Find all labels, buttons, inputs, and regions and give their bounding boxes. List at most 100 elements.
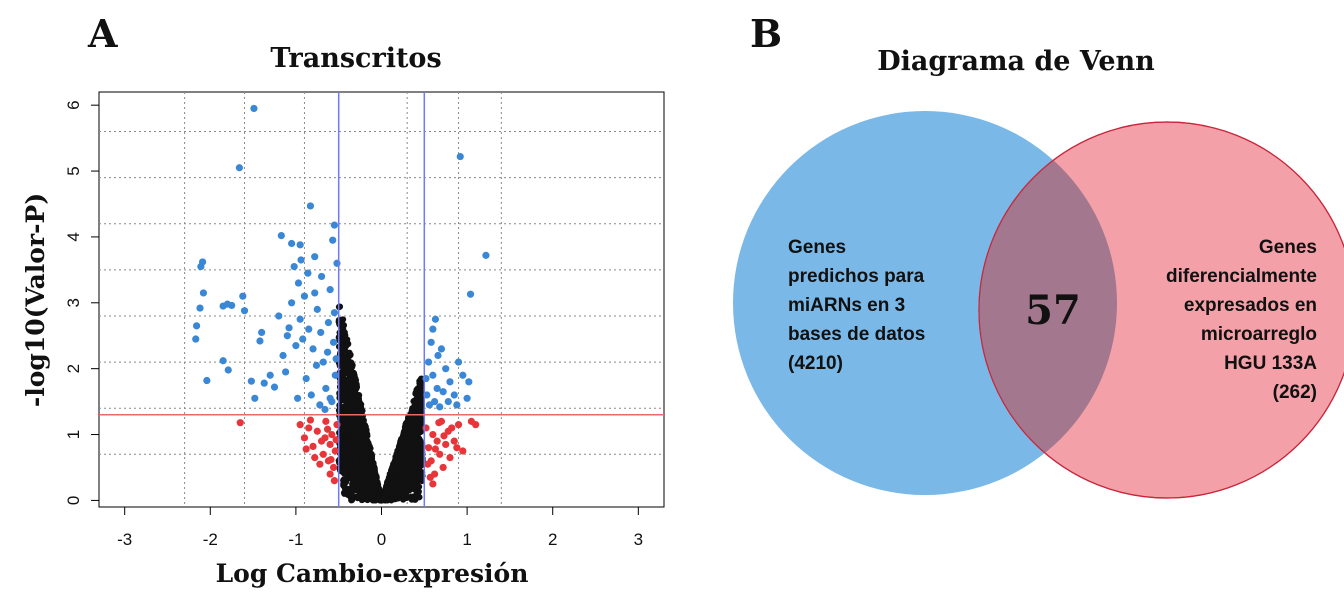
data-point-significant <box>288 239 296 248</box>
data-point-significant <box>296 315 304 323</box>
data-point-fold-only <box>329 463 338 472</box>
data-point-significant <box>302 374 310 383</box>
right-label-line: Genes <box>1259 237 1317 258</box>
data-point-significant <box>433 384 441 393</box>
y-tick-label: 5 <box>64 166 83 175</box>
data-point-nonsignificant <box>400 442 407 449</box>
data-point-nonsignificant <box>341 437 349 444</box>
left-label-line: miARNs en 3 <box>788 295 905 316</box>
data-point-nonsignificant <box>398 451 406 458</box>
data-point-significant <box>283 332 291 340</box>
data-point-significant <box>456 152 464 161</box>
data-point-fold-only <box>326 440 334 449</box>
venn-title: Diagrama de Venn <box>877 46 1155 77</box>
data-point-fold-only <box>429 480 437 488</box>
data-point-significant <box>425 401 434 409</box>
data-point-fold-only <box>306 416 315 424</box>
data-point-fold-only <box>422 424 430 432</box>
data-point-fold-only <box>313 427 321 435</box>
data-point-significant <box>277 232 285 240</box>
x-tick-label: 1 <box>462 530 471 549</box>
data-point-significant <box>192 335 200 343</box>
data-point-nonsignificant <box>339 392 346 399</box>
data-point-significant <box>192 322 201 330</box>
data-point-significant <box>450 391 458 399</box>
data-point-fold-only <box>472 421 480 429</box>
data-point-fold-only <box>305 424 313 432</box>
data-point-nonsignificant <box>359 435 367 442</box>
data-point-significant <box>326 286 334 294</box>
data-point-fold-only <box>442 440 450 449</box>
data-point-nonsignificant <box>410 444 417 452</box>
data-point-not-significant <box>413 463 422 472</box>
venn-right-label: Genes diferencialmente expresados en mic… <box>1166 237 1317 403</box>
data-point-significant <box>330 309 339 317</box>
data-point-nonsignificant <box>367 488 374 495</box>
data-point-significant <box>429 371 437 379</box>
data-point-fold-only <box>326 470 334 478</box>
data-point-nonsignificant <box>351 432 359 440</box>
data-point-fold-only <box>435 419 443 427</box>
data-point-fold-only <box>300 434 309 442</box>
data-point-nonsignificant <box>413 386 420 394</box>
data-point-fold-only <box>328 430 336 439</box>
data-point-nonsignificant <box>404 469 412 476</box>
data-point-significant <box>482 251 490 259</box>
data-point-fold-only <box>321 434 329 442</box>
data-point-nonsignificant <box>338 371 345 378</box>
x-tick-label: -1 <box>288 530 303 549</box>
data-point-nonsignificant <box>407 483 414 491</box>
y-tick-label: 1 <box>64 430 83 439</box>
data-point-significant <box>329 236 337 244</box>
data-point-nonsignificant <box>337 449 345 456</box>
threshold-lines <box>99 92 664 507</box>
data-point-significant <box>282 368 290 376</box>
data-point-nonsignificant <box>345 427 352 434</box>
data-point-fold-only <box>236 419 244 427</box>
data-point-significant <box>304 269 312 277</box>
data-point-significant <box>300 292 309 300</box>
data-point-significant <box>330 221 339 229</box>
data-point-nonsignificant <box>343 337 350 344</box>
data-point-nonsignificant <box>399 481 407 488</box>
data-point-nonsignificant <box>391 460 399 467</box>
data-point-significant <box>434 351 442 360</box>
data-point-significant <box>333 259 341 267</box>
data-point-significant <box>297 256 305 264</box>
x-tick-label: 0 <box>377 530 386 549</box>
data-point-significant <box>228 301 236 310</box>
data-point-significant <box>251 394 259 402</box>
data-point-nonsignificant <box>418 379 425 386</box>
data-point-significant <box>454 358 463 366</box>
data-point-fold-only <box>459 447 467 455</box>
data-point-significant <box>294 394 302 402</box>
data-point-significant <box>427 338 435 346</box>
data-point-nonsignificant <box>415 483 423 490</box>
data-point-nonsignificant <box>379 495 386 503</box>
data-point-significant <box>321 405 329 414</box>
data-point-not-significant <box>416 447 424 455</box>
data-point-fold-only <box>426 473 434 481</box>
data-point-significant <box>235 164 243 172</box>
data-point-nonsignificant <box>355 404 362 411</box>
data-point-nonsignificant <box>336 303 344 310</box>
data-point-nonsignificant <box>408 496 415 503</box>
data-point-fold-only <box>424 460 432 468</box>
data-point-fold-only <box>429 430 437 439</box>
data-point-significant <box>332 355 340 363</box>
data-point-significant <box>431 315 440 323</box>
data-point-nonsignificant <box>414 423 421 431</box>
data-point-significant <box>326 394 334 402</box>
data-point-significant <box>296 241 304 249</box>
data-point-nonsignificant <box>388 465 396 473</box>
data-point-nonsignificant <box>401 424 409 432</box>
data-point-fold-only <box>309 442 317 450</box>
data-point-significant <box>423 391 431 399</box>
data-point-significant <box>224 366 232 374</box>
nonsignificant-points <box>335 303 426 504</box>
data-point-nonsignificant <box>392 481 400 488</box>
data-point-nonsignificant <box>370 462 377 470</box>
data-point-significant <box>439 388 447 396</box>
venn-circle-expressed-outline <box>978 121 1344 499</box>
data-point-nonsignificant <box>347 451 354 459</box>
